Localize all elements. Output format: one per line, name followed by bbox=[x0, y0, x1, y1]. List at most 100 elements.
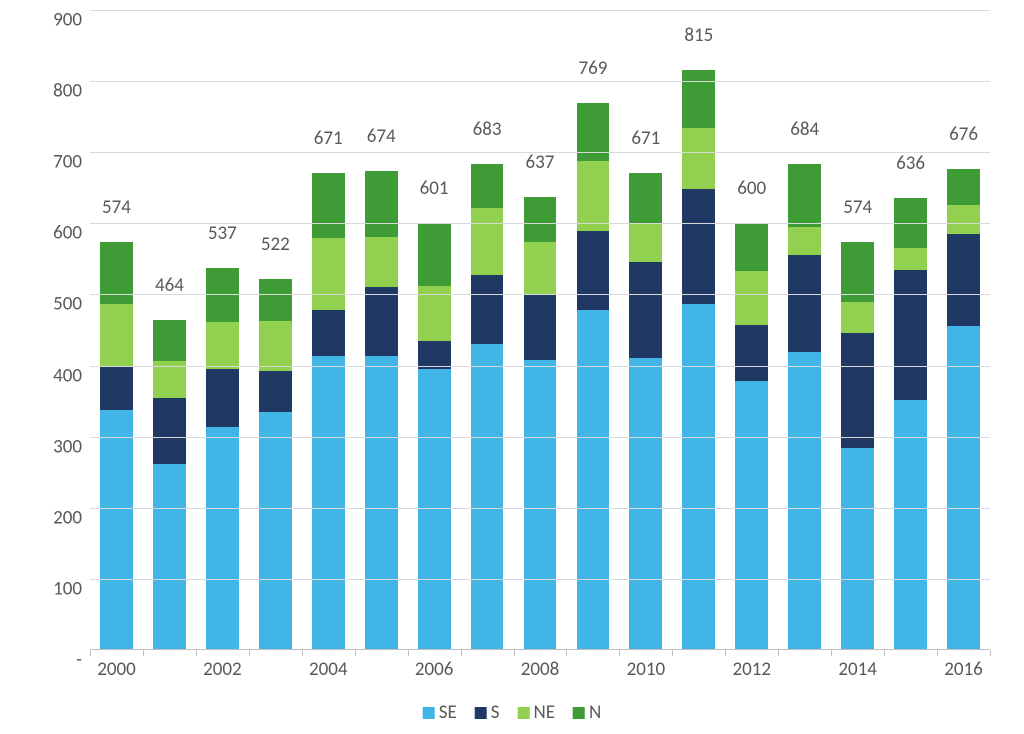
bar-total-label: 636 bbox=[894, 152, 927, 175]
legend-label: N bbox=[589, 701, 601, 724]
bar-segment-ne bbox=[524, 242, 557, 295]
bar-total-label: 600 bbox=[735, 177, 768, 200]
bar-segment-se bbox=[735, 381, 768, 651]
bar-segment-n bbox=[153, 320, 186, 361]
y-tick-label: 100 bbox=[53, 577, 82, 600]
legend-item-n: N bbox=[573, 701, 601, 724]
legend-swatch bbox=[475, 707, 487, 719]
x-tick-label: 2014 bbox=[838, 658, 877, 681]
bar-segment-se bbox=[841, 448, 874, 650]
bar-segment-ne bbox=[259, 321, 292, 371]
bar-segment-se bbox=[312, 356, 345, 650]
bar-segment-ne bbox=[365, 237, 398, 287]
bar-segment-se bbox=[259, 412, 292, 650]
bar-segment-s bbox=[471, 275, 504, 344]
bar-segment-se bbox=[206, 427, 239, 650]
bar-segment-ne bbox=[153, 361, 186, 398]
bar-segment-se bbox=[471, 344, 504, 650]
bar-segment-ne bbox=[735, 271, 768, 325]
x-tick-label: 2010 bbox=[627, 658, 666, 681]
gridline bbox=[90, 437, 990, 438]
bar-segment-s bbox=[206, 369, 239, 427]
legend-swatch bbox=[573, 707, 585, 719]
bar-segment-n bbox=[841, 242, 874, 302]
bar-total-label: 537 bbox=[206, 222, 239, 245]
gridline bbox=[90, 366, 990, 367]
bar-segment-ne bbox=[206, 322, 239, 369]
bar-segment-n bbox=[418, 223, 451, 286]
bar-total-label: 684 bbox=[788, 118, 821, 141]
bar-total-label: 683 bbox=[471, 118, 504, 141]
bar-segment-n bbox=[735, 223, 768, 271]
legend-item-se: SE bbox=[423, 701, 457, 724]
bar-segment-s bbox=[841, 333, 874, 448]
legend-swatch bbox=[517, 707, 529, 719]
y-tick-label: 800 bbox=[53, 80, 82, 103]
bar-segment-s bbox=[682, 189, 715, 304]
bar-segment-n bbox=[788, 164, 821, 227]
bar-segment-n bbox=[259, 279, 292, 321]
bar-total-label: 769 bbox=[577, 57, 610, 80]
bar-segment-s bbox=[577, 231, 610, 310]
bar-segment-s bbox=[100, 366, 133, 410]
bar-total-label: 522 bbox=[259, 233, 292, 256]
legend-label: SE bbox=[439, 701, 457, 724]
y-tick-label: 300 bbox=[53, 435, 82, 458]
bar-segment-ne bbox=[841, 302, 874, 333]
bar-segment-ne bbox=[788, 227, 821, 255]
gridline bbox=[90, 508, 990, 509]
legend-item-s: S bbox=[475, 701, 500, 724]
x-tick-label: 2016 bbox=[944, 658, 983, 681]
bar-segment-se bbox=[418, 369, 451, 650]
bar-segment-n bbox=[524, 197, 557, 242]
gridline bbox=[90, 223, 990, 224]
bar-segment-s bbox=[894, 270, 927, 399]
bar-segment-s bbox=[259, 371, 292, 412]
bar-segment-ne bbox=[312, 238, 345, 311]
bar-segment-s bbox=[947, 234, 980, 326]
x-tick-label: 2002 bbox=[203, 658, 242, 681]
bar-segment-ne bbox=[577, 161, 610, 231]
y-axis: Energia Natural Afluente (GWmed) -100200… bbox=[0, 10, 90, 650]
bar-segment-ne bbox=[629, 223, 662, 263]
y-axis-label: Energia Natural Afluente (GWmed) bbox=[0, 208, 2, 476]
bar-segment-n bbox=[629, 173, 662, 223]
bar-segment-ne bbox=[682, 128, 715, 189]
legend-label: NE bbox=[533, 701, 555, 724]
bar-segment-ne bbox=[894, 248, 927, 271]
bar-segment-ne bbox=[100, 304, 133, 365]
bar-segment-s bbox=[312, 310, 345, 356]
y-tick-label: 700 bbox=[53, 151, 82, 174]
y-tick-label: 900 bbox=[53, 9, 82, 32]
gridline bbox=[90, 152, 990, 153]
bar-segment-se bbox=[577, 310, 610, 650]
bar-segment-n bbox=[947, 169, 980, 205]
x-tick-label: 2006 bbox=[415, 658, 454, 681]
bar-segment-se bbox=[629, 358, 662, 650]
bar-segment-s bbox=[788, 255, 821, 352]
bar-total-label: 676 bbox=[947, 123, 980, 146]
bar-total-label: 674 bbox=[365, 125, 398, 148]
bar-segment-se bbox=[524, 360, 557, 650]
x-tick-label: 2012 bbox=[732, 658, 771, 681]
y-tick-label: 500 bbox=[53, 293, 82, 316]
y-tick-label: 200 bbox=[53, 506, 82, 529]
bar-segment-n bbox=[365, 171, 398, 237]
bar-segment-n bbox=[312, 173, 345, 238]
bar-segment-s bbox=[735, 325, 768, 380]
bar-segment-s bbox=[629, 262, 662, 357]
legend: SE S NE N bbox=[423, 701, 602, 724]
y-tick-label: 400 bbox=[53, 364, 82, 387]
bars-layer: 5744645375226716746016836377696718156006… bbox=[90, 10, 990, 650]
bar-total-label: 574 bbox=[841, 196, 874, 219]
legend-swatch bbox=[423, 707, 435, 719]
bar-total-label: 671 bbox=[629, 127, 662, 150]
legend-item-ne: NE bbox=[517, 701, 555, 724]
y-tick-label: - bbox=[76, 649, 82, 672]
bar-segment-se bbox=[788, 352, 821, 650]
bar-segment-s bbox=[153, 398, 186, 463]
bar-total-label: 671 bbox=[312, 127, 345, 150]
bar-segment-se bbox=[153, 464, 186, 650]
gridline bbox=[90, 81, 990, 82]
y-tick-label: 600 bbox=[53, 222, 82, 245]
